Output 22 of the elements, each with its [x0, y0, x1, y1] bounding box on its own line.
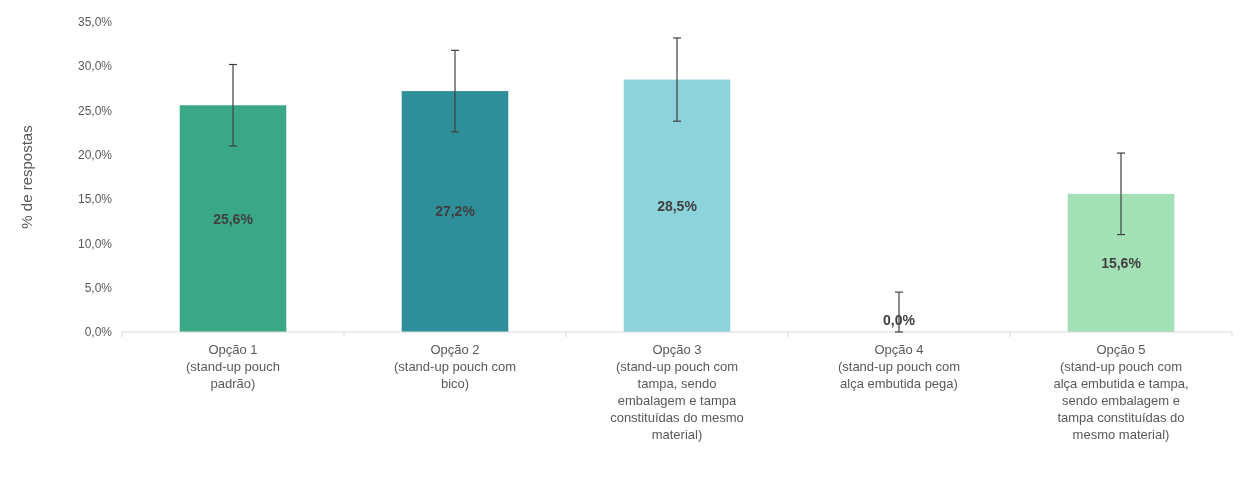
data-label: 25,6%: [213, 210, 254, 227]
y-tick-label: 30,0%: [77, 59, 113, 74]
y-tick-label: 0,0%: [84, 325, 113, 340]
y-tick-label: 20,0%: [77, 148, 113, 163]
x-tick-label: Opção 5 (stand-up pouch com alça embutida e tampa, sendo embalagem e tampa constituídas do mesmo material): [1053, 342, 1189, 442]
x-tick-label: Opção 2 (stand-up pouch com bico): [393, 342, 517, 391]
data-label: 28,5%: [657, 197, 698, 214]
data-label: 15,6%: [1101, 254, 1142, 271]
y-tick-label: 25,0%: [77, 103, 113, 118]
y-tick-label: 15,0%: [77, 192, 113, 207]
bar: [623, 79, 731, 332]
y-axis-title: % de respostas: [18, 125, 35, 229]
data-label: 27,2%: [435, 203, 476, 220]
bar: [401, 91, 509, 332]
bar: [179, 105, 287, 332]
x-tick-label: Opção 3 (stand-up pouch com tampa, sendo embalagem e tampa constituídas do mesmo material): [610, 342, 744, 442]
bar: [1067, 193, 1175, 332]
y-tick-label: 35,0%: [77, 15, 113, 30]
x-tick-label: Opção 4 (stand-up pouch com alça embutida pega): [837, 342, 961, 391]
y-tick-label: 10,0%: [77, 236, 113, 251]
y-tick-label: 5,0%: [84, 280, 113, 295]
x-tick-label: Opção 1 (stand-up pouch padrão): [186, 342, 280, 391]
